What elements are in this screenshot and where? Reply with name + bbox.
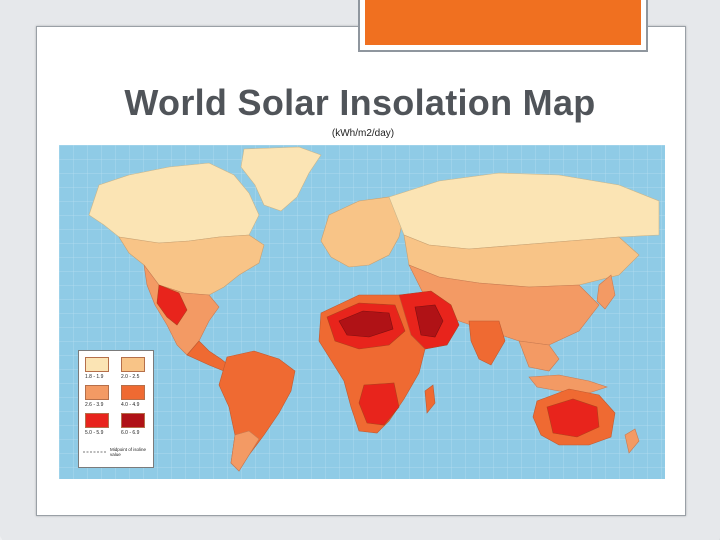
world-map-svg [59,145,665,479]
accent-tab [358,0,648,52]
legend-label-5: 5.0 - 5.9 [85,430,104,436]
greenland-region [240,146,322,212]
legend-label-6: 6.0 - 6.9 [121,430,140,436]
australia-core-region [546,398,600,438]
solar-insolation-map [59,145,665,479]
south-america-south-region [230,430,260,472]
legend-swatch-3 [85,385,109,400]
legend-swatch-6 [121,413,145,428]
legend-label-4: 4.0 - 4.9 [121,402,140,408]
southern-africa-region [358,382,400,426]
legend-swatch-4 [121,385,145,400]
madagascar-region [424,384,436,414]
legend-swatch-1 [85,357,109,372]
new-zealand-region [624,428,640,454]
arabia-core-region [414,304,444,338]
legend-swatch-2 [121,357,145,372]
sahara-core-region [338,310,394,338]
legend-label-2: 2.0 - 2.5 [121,374,140,380]
legend-label-1: 1.8 - 1.9 [85,374,104,380]
map-units-subtitle: (kWh/m2/day) [331,128,395,139]
south-central-asia-region [408,264,600,346]
europe-region [320,196,405,268]
legend-midpoint-text: Midpoint of isoline value [110,447,147,457]
india-region [468,320,506,366]
isoline-sample-icon [83,451,107,453]
legend-swatch-5 [85,413,109,428]
slide-title: World Solar Insolation Map [124,82,596,123]
japan-region [596,274,616,310]
accent-tab-fill [365,0,641,45]
indonesia-region [528,374,608,394]
map-legend: 1.8 - 1.9 2.0 - 2.5 2.6 - 3.9 4.0 - 4.9 … [78,350,154,468]
southwest-us-region [156,284,188,326]
legend-label-3: 2.6 - 3.9 [85,402,104,408]
southeast-asia-region [518,340,560,372]
